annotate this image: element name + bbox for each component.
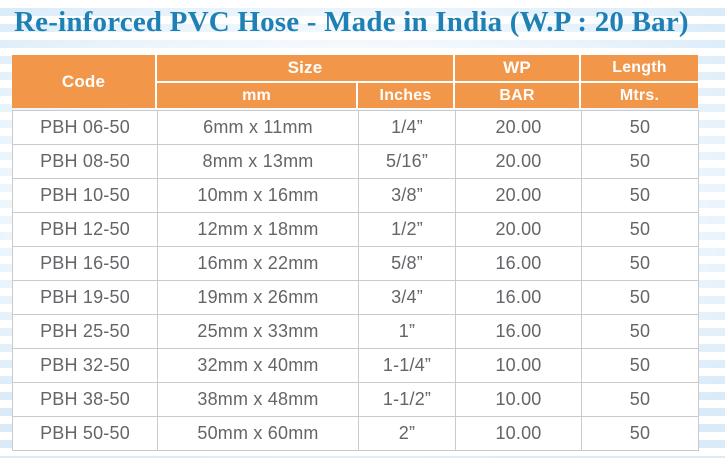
table-row: PBH 10-50 10mm x 16mm 3/8” 20.00 50 <box>12 178 699 213</box>
cell-code: PBH 19-50 <box>12 280 158 315</box>
header-cell-mm: mm <box>157 83 356 108</box>
table-row: PBH 50-50 50mm x 60mm 2” 10.00 50 <box>12 416 699 451</box>
cell-size-inches: 3/4” <box>358 280 456 315</box>
cell-wp-bar: 20.00 <box>455 212 582 247</box>
cell-length-mtrs: 50 <box>581 348 699 383</box>
cell-code: PBH 08-50 <box>12 144 158 179</box>
table-header: Code Size WP Length mm Inches BAR Mtrs. <box>12 55 698 108</box>
cell-size-inches: 1-1/4” <box>358 348 456 383</box>
cell-size-mm: 19mm x 26mm <box>157 280 359 315</box>
cell-code: PBH 06-50 <box>12 110 158 145</box>
cell-length-mtrs: 50 <box>581 280 699 315</box>
cell-size-mm: 12mm x 18mm <box>157 212 359 247</box>
cell-size-mm: 25mm x 33mm <box>157 314 359 349</box>
cell-size-inches: 5/16” <box>358 144 456 179</box>
page-title: Re-inforced PVC Hose - Made in India (W.… <box>14 6 689 38</box>
header-cell-mtrs: Mtrs. <box>581 83 698 108</box>
cell-code: PBH 38-50 <box>12 382 158 417</box>
cell-size-inches: 1” <box>358 314 456 349</box>
cell-wp-bar: 16.00 <box>455 246 582 281</box>
cell-size-mm: 6mm x 11mm <box>157 110 359 145</box>
cell-length-mtrs: 50 <box>581 110 699 145</box>
cell-length-mtrs: 50 <box>581 144 699 179</box>
cell-length-mtrs: 50 <box>581 416 699 451</box>
cell-code: PBH 25-50 <box>12 314 158 349</box>
table-row: PBH 06-50 6mm x 11mm 1/4” 20.00 50 <box>12 110 699 145</box>
header-cell-length: Length <box>581 55 698 81</box>
cell-wp-bar: 16.00 <box>455 314 582 349</box>
cell-size-mm: 38mm x 48mm <box>157 382 359 417</box>
table-row: PBH 12-50 12mm x 18mm 1/2” 20.00 50 <box>12 212 699 247</box>
cell-size-inches: 1/4” <box>358 110 456 145</box>
table-row: PBH 19-50 19mm x 26mm 3/4” 16.00 50 <box>12 280 699 315</box>
cell-wp-bar: 10.00 <box>455 416 582 451</box>
cell-size-mm: 10mm x 16mm <box>157 178 359 213</box>
cell-length-mtrs: 50 <box>581 246 699 281</box>
header-cell-size: Size <box>157 55 453 81</box>
table-body: PBH 06-50 6mm x 11mm 1/4” 20.00 50 PBH 0… <box>12 110 699 451</box>
product-table: Code Size WP Length mm Inches BAR Mtrs. … <box>12 55 699 451</box>
cell-size-inches: 1/2” <box>358 212 456 247</box>
cell-code: PBH 12-50 <box>12 212 158 247</box>
cell-wp-bar: 10.00 <box>455 348 582 383</box>
cell-size-inches: 2” <box>358 416 456 451</box>
cell-size-mm: 32mm x 40mm <box>157 348 359 383</box>
table-row: PBH 25-50 25mm x 33mm 1” 16.00 50 <box>12 314 699 349</box>
header-cell-bar: BAR <box>455 83 579 108</box>
table-row: PBH 32-50 32mm x 40mm 1-1/4” 10.00 50 <box>12 348 699 383</box>
cell-length-mtrs: 50 <box>581 212 699 247</box>
table-row: PBH 08-50 8mm x 13mm 5/16” 20.00 50 <box>12 144 699 179</box>
header-cell-wp: WP <box>455 55 579 81</box>
cell-wp-bar: 16.00 <box>455 280 582 315</box>
cell-size-inches: 1-1/2” <box>358 382 456 417</box>
table-row: PBH 38-50 38mm x 48mm 1-1/2” 10.00 50 <box>12 382 699 417</box>
cell-wp-bar: 20.00 <box>455 110 582 145</box>
cell-size-mm: 50mm x 60mm <box>157 416 359 451</box>
cell-size-mm: 16mm x 22mm <box>157 246 359 281</box>
cell-wp-bar: 10.00 <box>455 382 582 417</box>
header-cell-code: Code <box>12 55 155 108</box>
header-cell-inches: Inches <box>358 83 453 108</box>
cell-code: PBH 16-50 <box>12 246 158 281</box>
cell-length-mtrs: 50 <box>581 178 699 213</box>
cell-wp-bar: 20.00 <box>455 178 582 213</box>
cell-code: PBH 10-50 <box>12 178 158 213</box>
cell-length-mtrs: 50 <box>581 382 699 417</box>
cell-size-mm: 8mm x 13mm <box>157 144 359 179</box>
cell-wp-bar: 20.00 <box>455 144 582 179</box>
table-row: PBH 16-50 16mm x 22mm 5/8” 16.00 50 <box>12 246 699 281</box>
cell-code: PBH 32-50 <box>12 348 158 383</box>
cell-size-inches: 3/8” <box>358 178 456 213</box>
cell-code: PBH 50-50 <box>12 416 158 451</box>
cell-length-mtrs: 50 <box>581 314 699 349</box>
cell-size-inches: 5/8” <box>358 246 456 281</box>
